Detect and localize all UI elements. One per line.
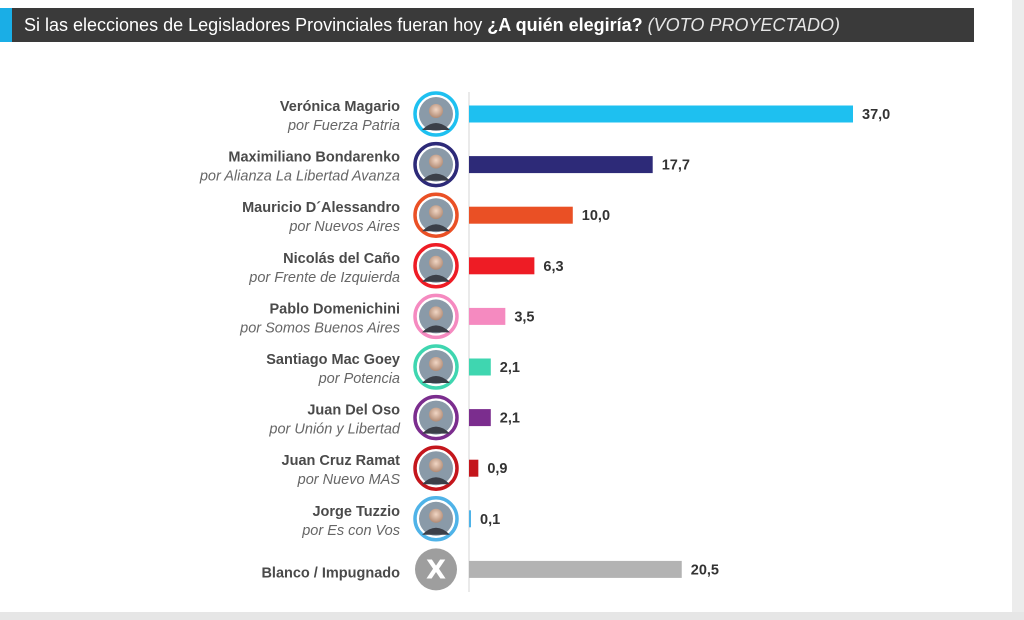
- avatar-shoulders: [422, 274, 450, 282]
- candidate-photo-icon: [429, 306, 443, 321]
- bar: [469, 257, 535, 275]
- candidate-photo-icon: [429, 255, 443, 270]
- title-prefix: Si las elecciones de Legisladores Provin…: [24, 14, 483, 35]
- candidate-avatar: [413, 445, 459, 491]
- bar-chart: Verónica Magario por Fuerza Patria 37,0 Max…: [199, 91, 890, 592]
- candidate-name-label: Juan Cruz Ramat: [282, 453, 401, 469]
- avatar-shoulders: [422, 477, 450, 485]
- chart-row: Santiago Mac Goey por Potencia 2,1: [266, 344, 520, 390]
- candidate-photo-icon: [429, 458, 443, 473]
- candidate-avatar: [413, 394, 459, 441]
- blank-vote-avatar: [415, 548, 457, 591]
- candidate-photo-icon: [429, 104, 443, 118]
- chart-row: Maximiliano Bondarenko por Alianza La Lib…: [199, 141, 690, 188]
- avatar-shoulders: [422, 325, 450, 333]
- candidate-name-label: Jorge Tuzzio: [312, 504, 400, 520]
- candidate-name-label: Mauricio D´Alessandro: [242, 200, 400, 216]
- candidate-avatar: [413, 293, 459, 340]
- party-label: por Nuevos Aires: [288, 219, 400, 235]
- candidate-avatar: [413, 192, 459, 238]
- party-label: por Alianza La Libertad Avanza: [199, 169, 400, 185]
- chart-rows: Verónica Magario por Fuerza Patria 37,0 Max…: [199, 91, 890, 591]
- candidate-name-label: Verónica Magario: [280, 99, 400, 115]
- bar: [469, 206, 573, 224]
- candidate-name-label: Blanco / Impugnado: [261, 565, 400, 581]
- bar-value-label: 6,3: [543, 259, 563, 275]
- chart-row: Nicolás del Caño por Frente de Izquierda…: [248, 243, 564, 289]
- bar-value-label: 17,7: [662, 158, 690, 174]
- bar: [469, 358, 491, 376]
- chart-row: Verónica Magario por Fuerza Patria 37,0: [280, 91, 890, 137]
- title-question: ¿A quién elegiría?: [487, 14, 643, 35]
- candidate-avatar: [413, 91, 459, 137]
- avatar-shoulders: [422, 527, 450, 535]
- bar-value-label: 0,1: [480, 512, 500, 528]
- bar-value-label: 3,5: [514, 309, 534, 325]
- candidate-photo-icon: [429, 508, 443, 523]
- chart-row: Juan Del Oso por Unión y Libertad 2,1: [268, 394, 520, 441]
- party-label: por Frente de Izquierda: [248, 270, 400, 286]
- bar: [469, 459, 479, 477]
- candidate-photo-icon: [429, 357, 443, 371]
- chart-row: Blanco / Impugnado X 20,5: [261, 548, 719, 591]
- chart-header: Si las elecciones de Legisladores Provin…: [0, 8, 974, 42]
- bar: [469, 560, 682, 578]
- avatar-shoulders: [422, 173, 450, 181]
- bar: [469, 409, 491, 427]
- x-icon: X: [426, 555, 446, 585]
- title-note: (VOTO PROYECTADO): [647, 14, 841, 35]
- candidate-name-label: Maximiliano Bondarenko: [228, 150, 400, 166]
- bar-value-label: 2,1: [500, 411, 520, 427]
- bar-value-label: 0,9: [487, 461, 507, 477]
- party-label: por Somos Buenos Aires: [239, 320, 400, 336]
- avatar-shoulders: [422, 376, 450, 383]
- candidate-name-label: Pablo Domenichini: [269, 301, 400, 317]
- chart-row: Mauricio D´Alessandro por Nuevos Aires 10,…: [242, 192, 610, 238]
- avatar-shoulders: [422, 224, 450, 232]
- candidate-photo-icon: [429, 154, 443, 169]
- avatar-shoulders: [422, 123, 450, 130]
- candidate-avatar: [413, 496, 459, 542]
- candidate-avatar: [413, 243, 459, 289]
- chart-row: Jorge Tuzzio por Es con Vos 0,1: [301, 496, 500, 542]
- bar-value-label: 2,1: [500, 360, 520, 376]
- window-frame-bottom: [0, 612, 1024, 620]
- bar: [469, 510, 471, 528]
- window-frame-right: [1012, 0, 1024, 620]
- candidate-name-label: Nicolás del Caño: [283, 251, 400, 267]
- chart-title: Si las elecciones de Legisladores Provin…: [12, 15, 840, 36]
- party-label: por Fuerza Patria: [287, 118, 400, 134]
- candidate-name-label: Juan Del Oso: [307, 403, 400, 419]
- header-accent-bar: [0, 8, 12, 42]
- party-label: por Potencia: [318, 371, 400, 387]
- party-label: por Es con Vos: [301, 523, 400, 539]
- candidate-name-label: Santiago Mac Goey: [266, 352, 400, 368]
- bar-value-label: 37,0: [862, 107, 890, 123]
- candidate-photo-icon: [429, 407, 443, 422]
- party-label: por Unión y Libertad: [268, 422, 401, 438]
- chart-row: Pablo Domenichini por Somos Buenos Aires 3…: [239, 293, 534, 340]
- bar: [469, 105, 853, 123]
- chart-row: Juan Cruz Ramat por Nuevo MAS 0,9: [282, 445, 508, 491]
- party-label: por Nuevo MAS: [297, 472, 401, 488]
- candidate-avatar: [413, 141, 459, 188]
- bar-value-label: 10,0: [582, 208, 610, 224]
- bar: [469, 307, 506, 325]
- bar-value-label: 20,5: [691, 562, 719, 578]
- candidate-photo-icon: [429, 205, 443, 220]
- bar: [469, 156, 653, 174]
- avatar-shoulders: [422, 426, 450, 434]
- candidate-avatar: [413, 344, 459, 390]
